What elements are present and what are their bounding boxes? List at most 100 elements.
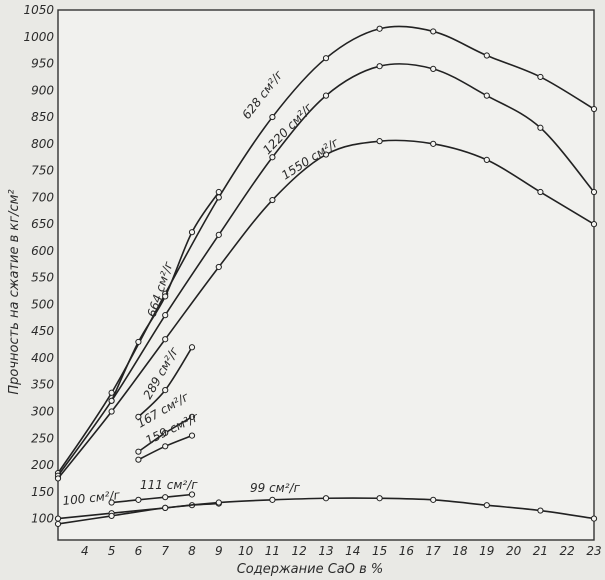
data-point bbox=[537, 188, 544, 196]
x-tick-label: 5 bbox=[108, 544, 116, 558]
y-tick-label: 500 bbox=[31, 297, 54, 311]
data-point bbox=[188, 432, 196, 439]
x-tick-label: 13 bbox=[318, 544, 333, 558]
x-tick-label: 4 bbox=[81, 544, 89, 558]
x-tick-label: 18 bbox=[452, 544, 468, 558]
data-point bbox=[322, 495, 330, 502]
data-point bbox=[215, 499, 222, 506]
data-point bbox=[215, 231, 222, 238]
y-tick-label: 950 bbox=[31, 57, 54, 71]
x-tick-label: 9 bbox=[215, 544, 223, 558]
data-point bbox=[188, 229, 196, 236]
data-point bbox=[135, 456, 142, 463]
data-point bbox=[590, 515, 598, 522]
data-point bbox=[54, 515, 62, 522]
series-label: 100 см²/г bbox=[62, 488, 121, 508]
data-point bbox=[162, 443, 169, 450]
data-point bbox=[135, 448, 142, 455]
x-tick-label: 12 bbox=[292, 544, 307, 558]
y-tick-label: 450 bbox=[31, 324, 54, 338]
x-tick-label: 10 bbox=[238, 544, 254, 558]
data-point bbox=[483, 156, 490, 163]
data-point bbox=[162, 429, 169, 437]
data-point bbox=[162, 387, 169, 394]
y-tick-label: 1050 bbox=[23, 3, 54, 17]
data-point bbox=[322, 55, 330, 62]
data-point bbox=[483, 52, 490, 59]
y-tick-label: 250 bbox=[31, 431, 54, 445]
y-axis-title: Прочность на сжатие в кг/см² bbox=[7, 189, 22, 394]
data-point bbox=[430, 65, 437, 72]
data-point bbox=[322, 151, 330, 158]
x-tick-label: 17 bbox=[426, 544, 442, 558]
x-tick-label: 14 bbox=[345, 544, 360, 558]
data-point bbox=[376, 63, 383, 70]
data-point bbox=[590, 221, 598, 228]
data-point bbox=[108, 397, 115, 404]
data-point bbox=[590, 105, 598, 113]
y-tick-label: 900 bbox=[31, 83, 54, 97]
data-point bbox=[162, 293, 169, 300]
x-axis-title: Содержание CaO в % bbox=[237, 562, 384, 577]
data-point bbox=[269, 196, 276, 204]
data-point bbox=[430, 28, 437, 35]
data-point bbox=[188, 413, 196, 420]
data-point bbox=[537, 507, 544, 514]
y-tick-label: 200 bbox=[31, 458, 54, 472]
series-line bbox=[57, 63, 595, 477]
y-tick-label: 550 bbox=[31, 271, 54, 285]
x-tick-label: 11 bbox=[265, 544, 280, 558]
data-point bbox=[108, 499, 115, 506]
data-point bbox=[162, 504, 169, 511]
data-point bbox=[483, 92, 490, 99]
data-point bbox=[376, 138, 383, 145]
y-tick-label: 850 bbox=[31, 110, 54, 124]
data-point bbox=[537, 73, 544, 81]
x-tick-label: 15 bbox=[372, 544, 387, 558]
series-label: 99 см²/г bbox=[250, 481, 301, 495]
data-point bbox=[108, 408, 115, 415]
data-point bbox=[188, 491, 196, 498]
data-point bbox=[108, 389, 115, 396]
data-point bbox=[162, 494, 169, 501]
data-point bbox=[54, 520, 62, 528]
y-tick-label: 600 bbox=[31, 244, 54, 258]
y-tick-label: 150 bbox=[31, 485, 54, 499]
data-point bbox=[430, 140, 437, 147]
data-point bbox=[269, 154, 276, 161]
x-tick-label: 6 bbox=[135, 544, 143, 558]
x-tick-label: 20 bbox=[506, 544, 522, 558]
data-point bbox=[215, 188, 222, 196]
y-tick-label: 650 bbox=[31, 217, 54, 231]
y-tick-label: 1000 bbox=[23, 30, 54, 44]
x-tick-label: 8 bbox=[188, 544, 196, 558]
y-tick-label: 700 bbox=[31, 190, 54, 204]
tick-labels: 4 5 6 7 8 9 10 11 12 13 14 15 16 17 18 19 20 21 22 23 100 150… bbox=[23, 3, 601, 558]
x-tick-label: 22 bbox=[560, 544, 575, 558]
data-point bbox=[430, 496, 437, 503]
series-label: 111 см²/г bbox=[140, 478, 198, 492]
data-point bbox=[54, 475, 62, 482]
data-point bbox=[135, 338, 142, 346]
data-point bbox=[376, 25, 383, 32]
data-point bbox=[108, 512, 115, 520]
y-tick-label: 300 bbox=[31, 405, 54, 419]
x-tick-label: 21 bbox=[533, 544, 548, 558]
data-point bbox=[215, 263, 222, 271]
x-tick-label: 19 bbox=[479, 544, 494, 558]
y-tick-label: 100 bbox=[31, 512, 54, 526]
x-tick-label: 23 bbox=[586, 544, 601, 558]
data-point bbox=[537, 124, 544, 131]
series-line bbox=[111, 493, 193, 504]
x-tick-label: 16 bbox=[399, 544, 415, 558]
y-tick-label: 400 bbox=[31, 351, 54, 365]
data-point bbox=[269, 496, 276, 503]
data-point bbox=[269, 113, 276, 121]
y-tick-label: 750 bbox=[31, 164, 54, 178]
y-tick-label: 800 bbox=[31, 137, 54, 151]
y-tick-label: 350 bbox=[31, 378, 54, 392]
data-point bbox=[188, 344, 196, 351]
data-point bbox=[135, 413, 142, 420]
data-point bbox=[590, 188, 598, 196]
